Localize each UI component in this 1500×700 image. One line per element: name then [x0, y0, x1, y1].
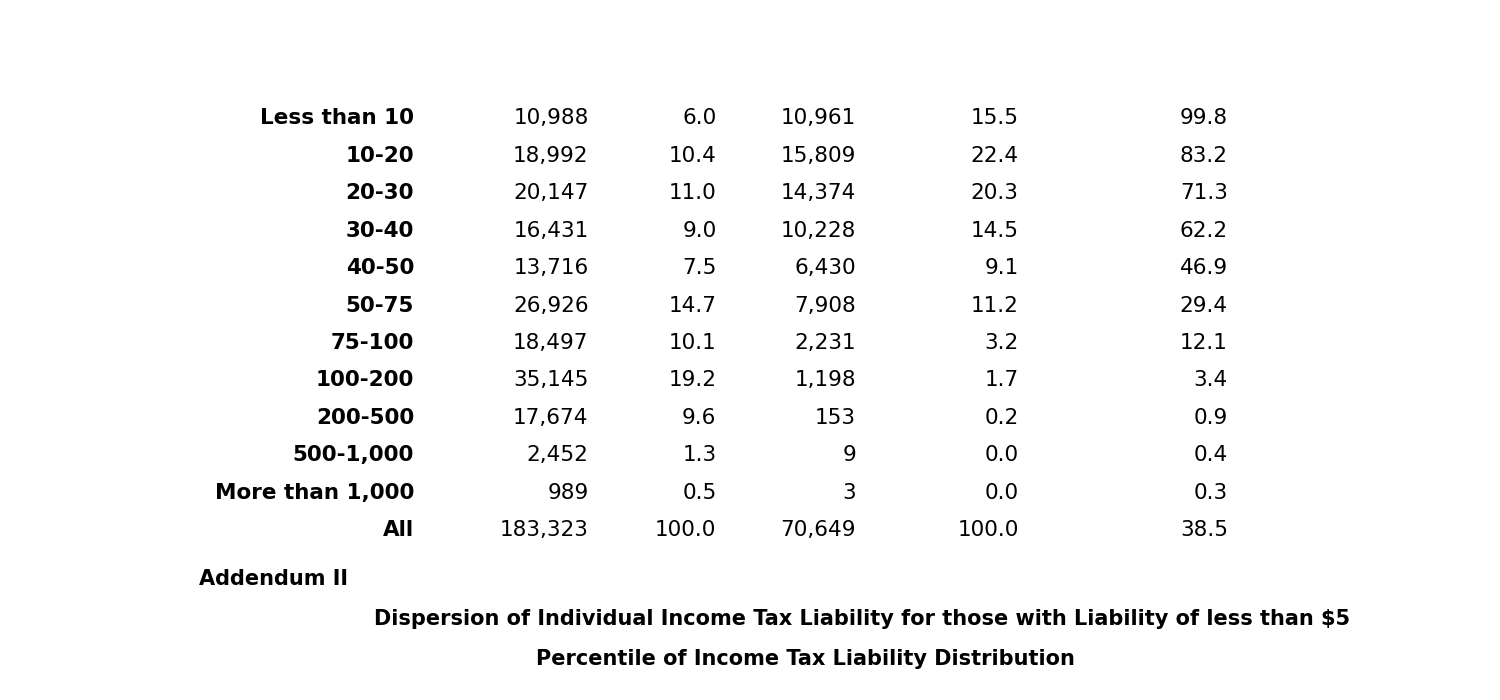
Text: 11.0: 11.0 — [669, 183, 717, 203]
Text: 71.3: 71.3 — [1180, 183, 1228, 203]
Text: 2,452: 2,452 — [526, 445, 588, 466]
Text: 9: 9 — [842, 445, 856, 466]
Text: 7,908: 7,908 — [794, 295, 856, 316]
Text: Addendum II: Addendum II — [200, 568, 348, 589]
Text: 13,716: 13,716 — [513, 258, 588, 278]
Text: 38.5: 38.5 — [1180, 520, 1228, 540]
Text: 50-75: 50-75 — [346, 295, 414, 316]
Text: 26,926: 26,926 — [513, 295, 588, 316]
Text: 14.5: 14.5 — [970, 220, 1018, 241]
Text: 3.4: 3.4 — [1194, 370, 1228, 391]
Text: 10-20: 10-20 — [345, 146, 414, 166]
Text: 10,988: 10,988 — [513, 108, 588, 128]
Text: 40-50: 40-50 — [346, 258, 414, 278]
Text: 9.0: 9.0 — [682, 220, 717, 241]
Text: 3: 3 — [843, 483, 856, 503]
Text: 16,431: 16,431 — [513, 220, 588, 241]
Text: Percentile of Income Tax Liability Distribution: Percentile of Income Tax Liability Distr… — [537, 650, 1076, 669]
Text: 35,145: 35,145 — [513, 370, 588, 391]
Text: 14,374: 14,374 — [780, 183, 856, 203]
Text: 1,198: 1,198 — [795, 370, 856, 391]
Text: 20,147: 20,147 — [513, 183, 588, 203]
Text: 0.3: 0.3 — [1194, 483, 1228, 503]
Text: 19.2: 19.2 — [669, 370, 717, 391]
Text: 6.0: 6.0 — [682, 108, 717, 128]
Text: 30-40: 30-40 — [346, 220, 414, 241]
Text: 100.0: 100.0 — [656, 520, 717, 540]
Text: 10,961: 10,961 — [780, 108, 856, 128]
Text: All: All — [382, 520, 414, 540]
Text: 20-30: 20-30 — [345, 183, 414, 203]
Text: 18,497: 18,497 — [513, 333, 588, 353]
Text: 153: 153 — [815, 408, 856, 428]
Text: 62.2: 62.2 — [1180, 220, 1228, 241]
Text: 17,674: 17,674 — [513, 408, 588, 428]
Text: 14.7: 14.7 — [669, 295, 717, 316]
Text: 6,430: 6,430 — [795, 258, 856, 278]
Text: 10.1: 10.1 — [669, 333, 717, 353]
Text: 1.7: 1.7 — [984, 370, 1018, 391]
Text: 70,649: 70,649 — [780, 520, 856, 540]
Text: 9.1: 9.1 — [984, 258, 1018, 278]
Text: 15,809: 15,809 — [780, 146, 856, 166]
Text: 100.0: 100.0 — [957, 520, 1018, 540]
Text: 9.6: 9.6 — [682, 408, 717, 428]
Text: 0.0: 0.0 — [984, 483, 1018, 503]
Text: Less than 10: Less than 10 — [260, 108, 414, 128]
Text: 0.4: 0.4 — [1194, 445, 1228, 466]
Text: 75-100: 75-100 — [332, 333, 414, 353]
Text: 3.2: 3.2 — [984, 333, 1018, 353]
Text: 18,992: 18,992 — [513, 146, 588, 166]
Text: 20.3: 20.3 — [970, 183, 1018, 203]
Text: 83.2: 83.2 — [1180, 146, 1228, 166]
Text: 989: 989 — [548, 483, 588, 503]
Text: 183,323: 183,323 — [500, 520, 588, 540]
Text: 0.9: 0.9 — [1194, 408, 1228, 428]
Text: 100-200: 100-200 — [316, 370, 414, 391]
Text: 1.3: 1.3 — [682, 445, 717, 466]
Text: 11.2: 11.2 — [970, 295, 1018, 316]
Text: 22.4: 22.4 — [970, 146, 1018, 166]
Text: 0.2: 0.2 — [984, 408, 1018, 428]
Text: 10.4: 10.4 — [669, 146, 717, 166]
Text: 99.8: 99.8 — [1180, 108, 1228, 128]
Text: 0.0: 0.0 — [984, 445, 1018, 466]
Text: 15.5: 15.5 — [970, 108, 1018, 128]
Text: 46.9: 46.9 — [1180, 258, 1228, 278]
Text: 0.5: 0.5 — [682, 483, 717, 503]
Text: 29.4: 29.4 — [1180, 295, 1228, 316]
Text: 12.1: 12.1 — [1180, 333, 1228, 353]
Text: 500-1,000: 500-1,000 — [292, 445, 414, 466]
Text: 2,231: 2,231 — [795, 333, 856, 353]
Text: Dispersion of Individual Income Tax Liability for those with Liability of less t: Dispersion of Individual Income Tax Liab… — [374, 609, 1350, 629]
Text: 10,228: 10,228 — [780, 220, 856, 241]
Text: 200-500: 200-500 — [316, 408, 414, 428]
Text: More than 1,000: More than 1,000 — [214, 483, 414, 503]
Text: 7.5: 7.5 — [682, 258, 717, 278]
